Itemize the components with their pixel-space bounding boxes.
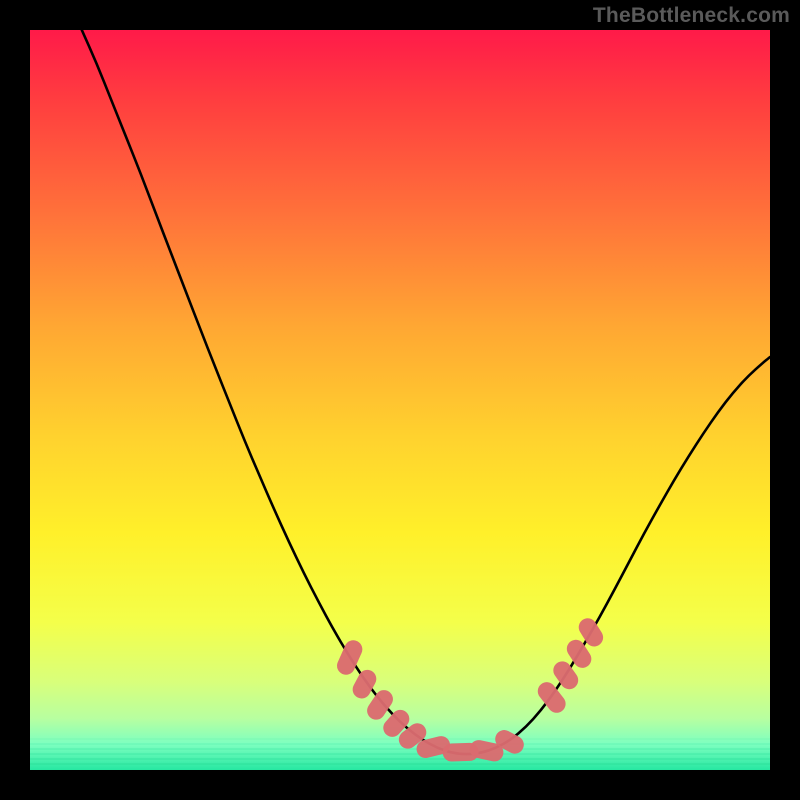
bottom-band [30, 753, 770, 755]
chart-svg [0, 0, 800, 800]
watermark-text: TheBottleneck.com [593, 4, 790, 28]
chart-root: TheBottleneck.com [0, 0, 800, 800]
bottom-band [30, 758, 770, 760]
plot-bg [30, 30, 770, 770]
bottom-band [30, 748, 770, 750]
bottom-band [30, 763, 770, 765]
